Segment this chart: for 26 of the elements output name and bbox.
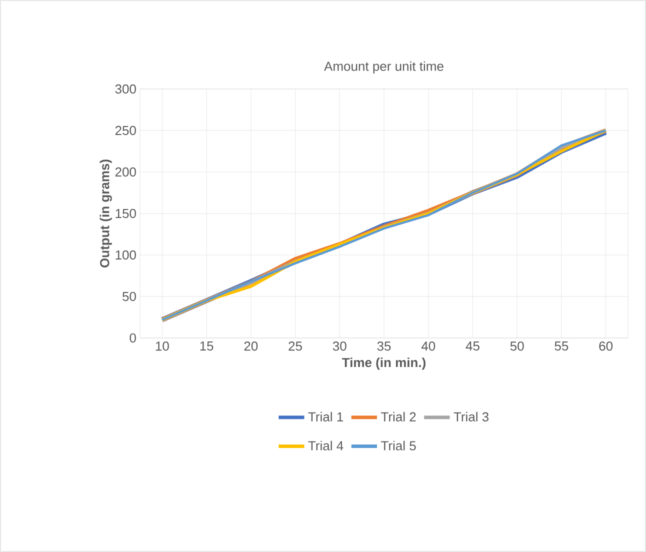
legend-label: Trial 1 (308, 412, 343, 422)
x-tick-label: 10 (156, 342, 169, 351)
x-tick-label: 55 (554, 342, 568, 351)
legend-label: Trial 5 (381, 440, 416, 450)
legend-label: Trial 4 (308, 440, 344, 450)
y-tick-label: 50 (122, 292, 136, 302)
x-tick-label: 60 (599, 342, 613, 351)
x-axis-title: Time (in min.) (342, 358, 426, 370)
y-axis-title: Output (in grams) (100, 160, 112, 268)
x-tick-label: 25 (288, 342, 302, 351)
x-tick-label: 50 (510, 342, 524, 351)
y-tick-label: 150 (116, 208, 136, 218)
chart-title: Amount per unit time (324, 61, 444, 74)
legend-label: Trial 2 (381, 412, 416, 422)
legend-label: Trial 3 (454, 412, 489, 422)
x-tick-label: 15 (200, 342, 214, 351)
y-tick-label: 0 (130, 333, 136, 343)
x-tick-label: 35 (377, 342, 391, 351)
x-tick-label: 30 (332, 342, 346, 351)
x-tick-label: 40 (421, 342, 436, 351)
y-tick-label: 200 (115, 167, 136, 177)
y-tick-label: 100 (116, 250, 136, 260)
y-tick-label: 300 (115, 84, 136, 94)
x-tick-label: 45 (466, 342, 480, 351)
y-tick-label: 250 (115, 126, 136, 136)
x-tick-label: 20 (244, 342, 258, 351)
